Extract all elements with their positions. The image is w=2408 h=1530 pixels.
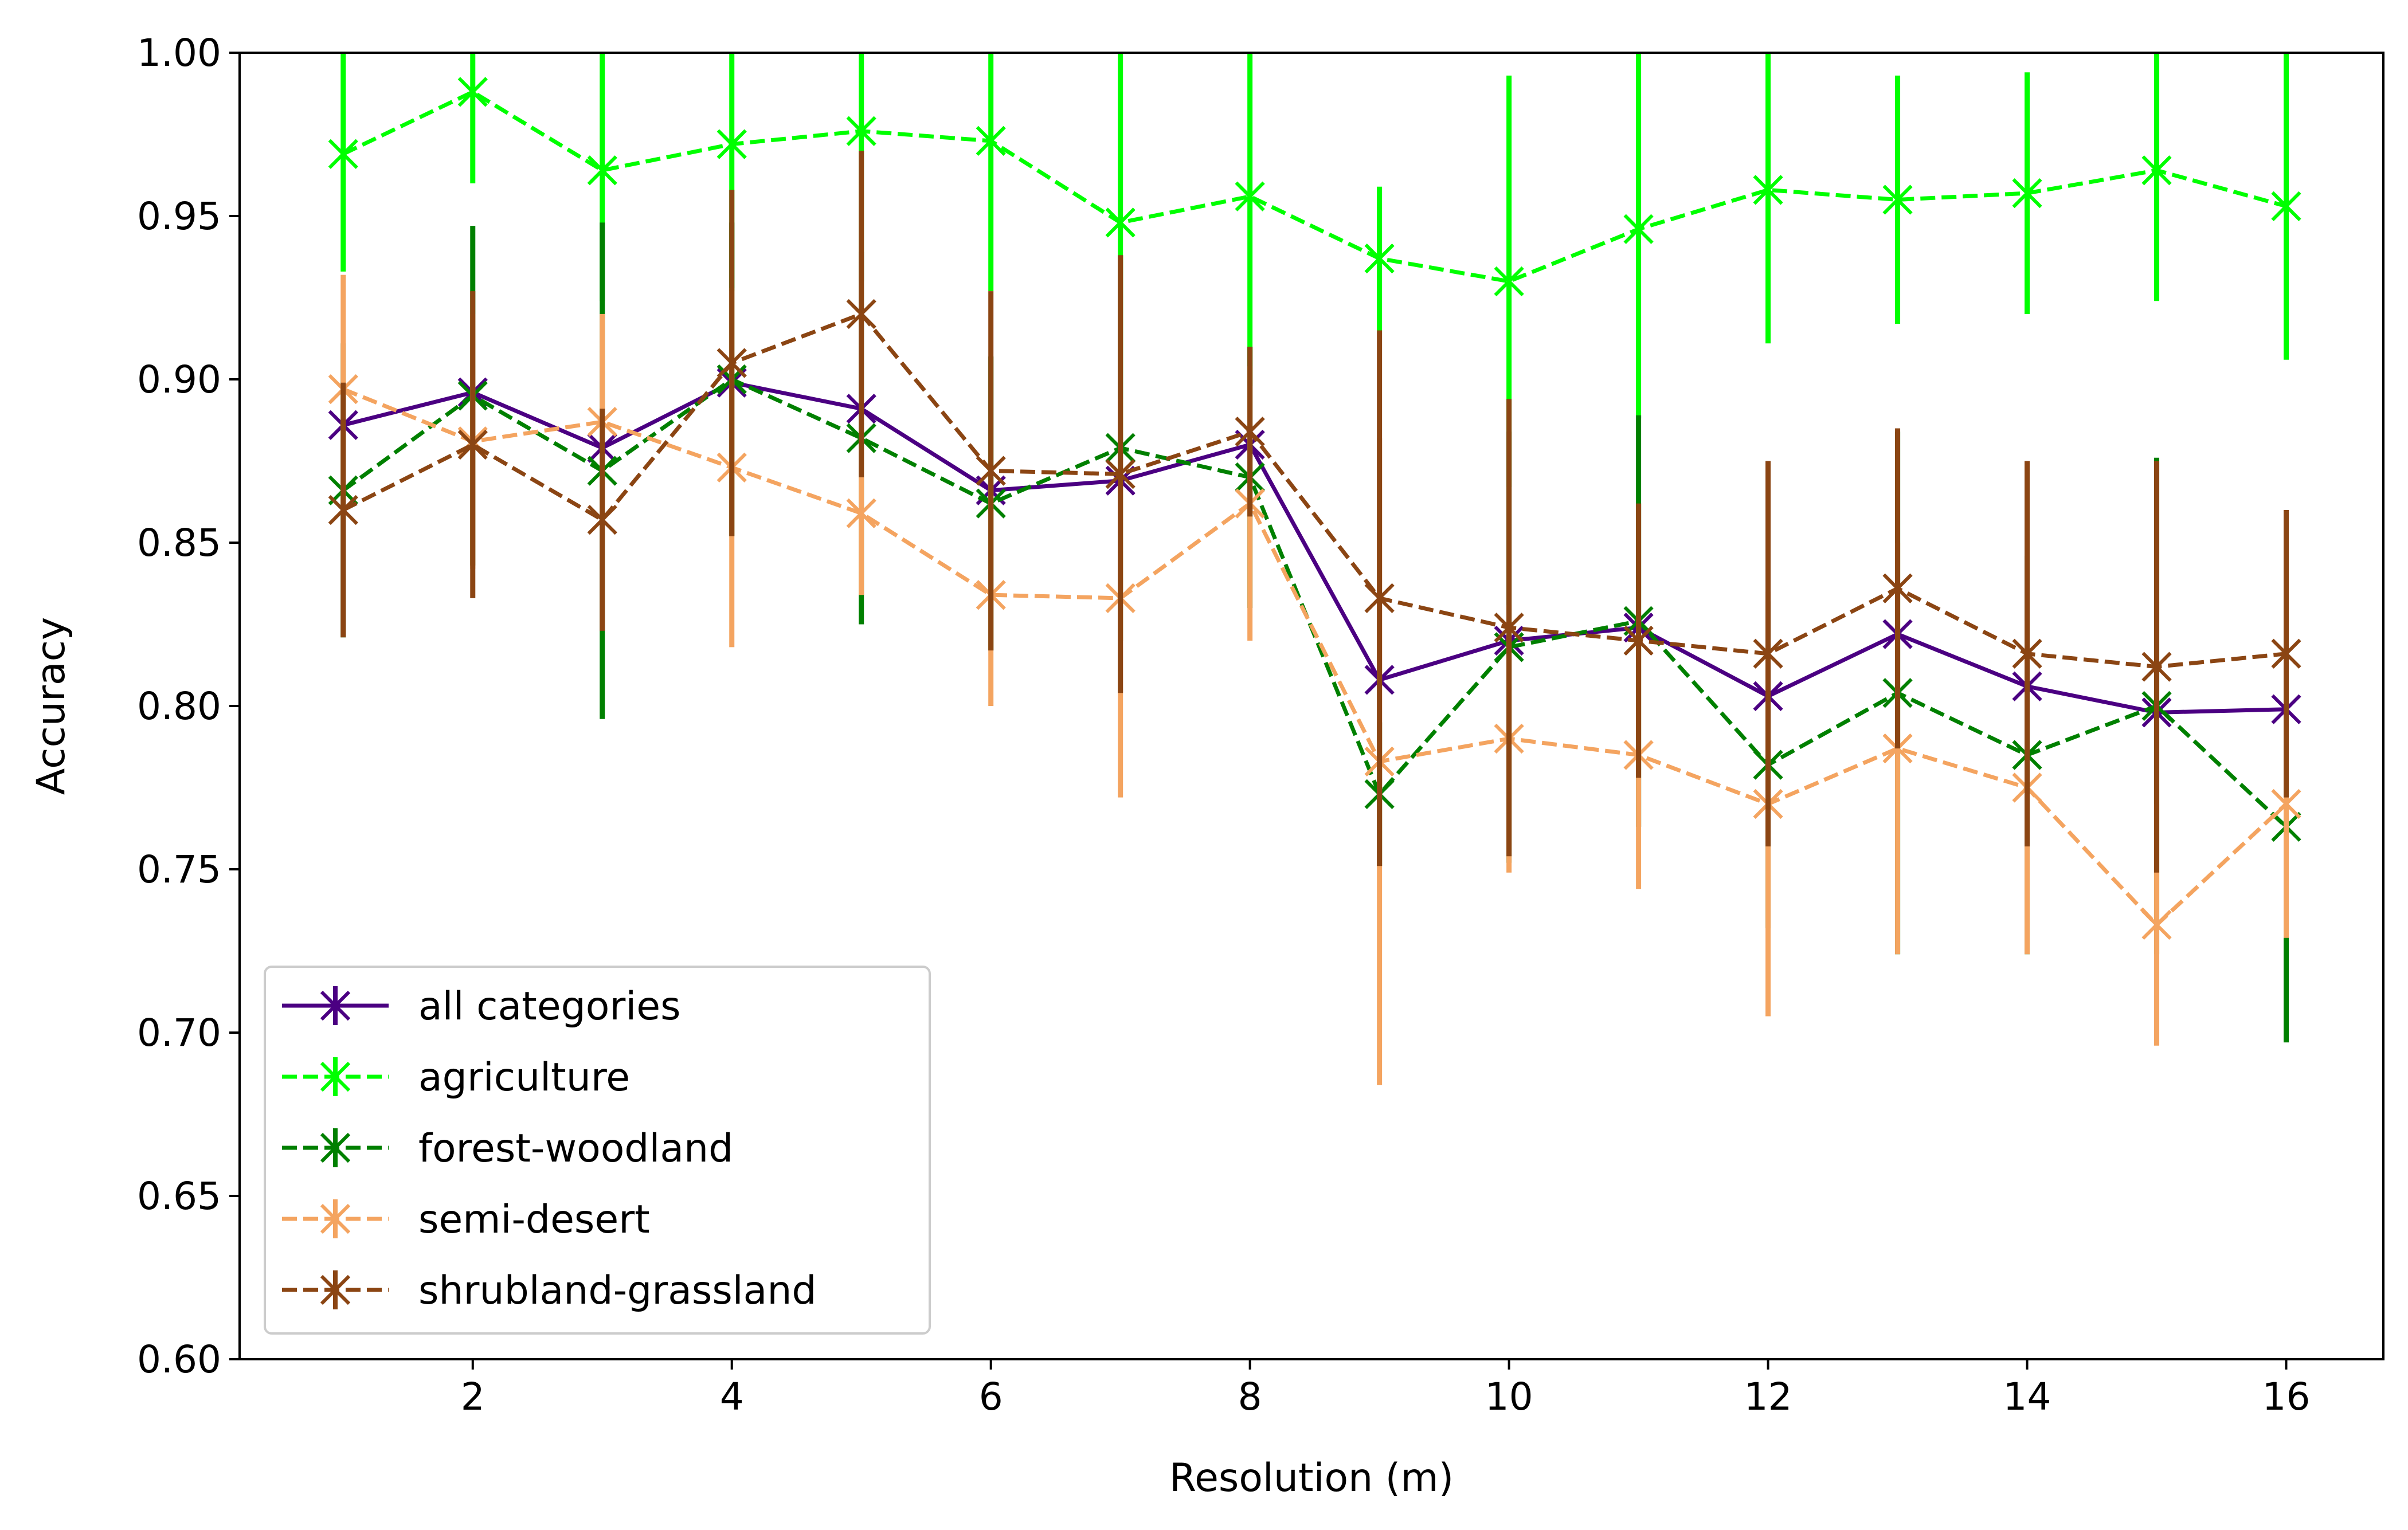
legend-marker	[320, 1274, 351, 1305]
series-line	[342, 89, 2287, 284]
x-tick-label: 4	[720, 1375, 744, 1419]
y-tick-label: 0.90	[137, 358, 221, 402]
data-point	[587, 504, 617, 535]
data-point	[1364, 583, 1395, 614]
data-point	[1494, 266, 1524, 297]
legend-item: shrubland-grassland	[282, 1268, 817, 1313]
data-point	[1753, 175, 1783, 205]
data-point	[2271, 191, 2301, 222]
x-axis-label: Resolution (m)	[1169, 1456, 1454, 1501]
y-axis: 0.60 0.65 0.70 0.75 0.80 0.85 0.90 0.95 1.00	[137, 31, 240, 1382]
y-tick-label: 0.65	[137, 1174, 221, 1218]
legend-label: agriculture	[418, 1055, 630, 1100]
data-point	[1623, 214, 1654, 244]
data-point	[846, 299, 876, 329]
data-point	[976, 125, 1006, 156]
data-point	[1882, 573, 1913, 603]
y-tick-label: 0.80	[137, 684, 221, 728]
legend-label: forest-woodland	[418, 1126, 733, 1171]
legend-marker	[320, 1132, 351, 1163]
data-point	[2271, 638, 2301, 669]
data-point	[1105, 207, 1136, 238]
legend-marker	[320, 1203, 351, 1234]
data-point	[328, 495, 358, 525]
data-point	[2141, 652, 2172, 682]
y-tick-label: 0.75	[137, 848, 221, 892]
data-point	[2012, 178, 2042, 209]
y-tick-label: 0.70	[137, 1011, 221, 1055]
x-tick-label: 2	[461, 1375, 485, 1419]
series-shrubland-grassland	[328, 151, 2301, 873]
data-point	[1235, 181, 1265, 211]
data-point	[2141, 155, 2172, 186]
y-tick-label: 0.95	[137, 194, 221, 238]
data-point	[846, 116, 876, 146]
data-point	[2271, 788, 2301, 819]
data-point	[2141, 909, 2172, 940]
x-axis: 2 4 6 8 10 12 14 16	[461, 1359, 2311, 1419]
data-point	[2012, 638, 2042, 669]
y-tick-label: 0.60	[137, 1337, 221, 1382]
legend-marker	[320, 990, 351, 1021]
y-axis-label: Accuracy	[29, 617, 74, 795]
x-tick-label: 16	[2262, 1375, 2311, 1419]
x-tick-label: 10	[1485, 1375, 1533, 1419]
x-tick-label: 12	[1744, 1375, 1792, 1419]
data-point	[716, 129, 747, 159]
data-point	[716, 348, 747, 378]
data-point	[457, 77, 488, 107]
legend-marker	[320, 1061, 351, 1092]
data-point	[1364, 243, 1395, 274]
series-line	[342, 380, 2286, 715]
legend-label: shrubland-grassland	[418, 1268, 817, 1313]
data-point	[1494, 613, 1524, 643]
legend-item: agriculture	[282, 1055, 630, 1100]
data-point	[1753, 638, 1783, 669]
legend-box	[264, 966, 931, 1335]
data-point	[976, 456, 1006, 486]
x-tick-label: 14	[2003, 1375, 2051, 1419]
x-tick-label: 8	[1238, 1375, 1262, 1419]
y-tick-label: 0.85	[137, 521, 221, 565]
data-point	[1882, 185, 1913, 215]
x-tick-label: 6	[979, 1375, 1003, 1419]
legend-item: all categories	[282, 984, 681, 1029]
legend-label: semi-desert	[418, 1197, 650, 1242]
data-point	[328, 139, 358, 169]
legend: all categories agriculture forest-woodland…	[264, 966, 931, 1335]
legend-label: all categories	[418, 984, 681, 1029]
legend-item: semi-desert	[282, 1197, 650, 1242]
data-point	[1105, 459, 1136, 489]
data-point	[846, 498, 876, 528]
series-layer	[328, 53, 2301, 1085]
legend-item: forest-woodland	[282, 1126, 733, 1171]
data-point	[1623, 625, 1654, 656]
data-point	[1235, 417, 1265, 447]
series-line	[342, 387, 2288, 928]
series-line	[342, 311, 2286, 669]
data-point	[457, 429, 488, 460]
y-tick-label: 1.00	[137, 31, 221, 75]
data-point	[587, 155, 617, 186]
